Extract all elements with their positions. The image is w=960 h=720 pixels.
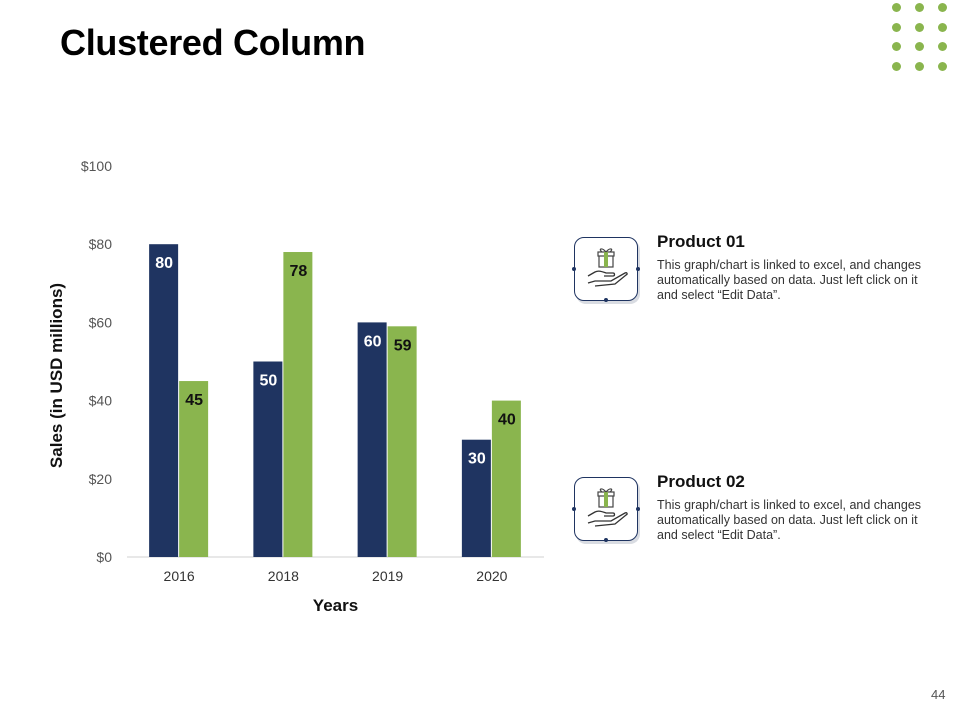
x-tick-label: 2018 <box>268 568 299 584</box>
decorative-dot <box>938 3 947 12</box>
product-title: Product 01 <box>657 232 745 251</box>
bar-product-01 <box>253 361 283 557</box>
decorative-dot <box>915 22 924 32</box>
decorative-dot <box>915 61 924 71</box>
y-tick-label: $100 <box>81 158 112 174</box>
gift-in-hand-icon <box>572 477 640 542</box>
decorative-dot <box>938 22 947 32</box>
data-label: 80 <box>155 255 173 272</box>
data-label: 30 <box>468 451 486 468</box>
data-label: 59 <box>394 337 412 354</box>
y-tick-label: $40 <box>89 393 113 409</box>
bar-product-02 <box>491 400 521 557</box>
x-axis-title: Years <box>313 596 358 615</box>
product-title: Product 02 <box>657 472 745 491</box>
y-tick-label: $20 <box>89 471 113 487</box>
y-tick-label: $60 <box>89 314 113 330</box>
data-label: 78 <box>289 263 307 280</box>
decorative-dot <box>892 3 901 12</box>
x-tick-label: 2020 <box>476 568 507 584</box>
decorative-dot <box>915 3 924 12</box>
gift-in-hand-icon <box>572 237 640 302</box>
x-tick-label: 2016 <box>164 568 195 584</box>
bar-product-01 <box>149 244 179 557</box>
page-number: 44 <box>931 687 946 702</box>
decorative-dot-grid <box>892 3 960 75</box>
bar-product-02 <box>179 381 209 557</box>
data-label: 50 <box>259 373 277 390</box>
bar-product-02 <box>387 326 417 557</box>
decorative-dot <box>892 22 901 32</box>
product-description: This graph/chart is linked to excel, and… <box>657 258 922 302</box>
bar-product-02 <box>283 252 313 557</box>
data-label: 40 <box>498 412 516 429</box>
bar-product-01 <box>357 322 387 557</box>
data-label: 45 <box>185 392 203 409</box>
bar-product-01 <box>461 439 491 557</box>
x-tick-label: 2019 <box>372 568 403 584</box>
decorative-dot <box>938 61 947 71</box>
decorative-dot <box>938 42 947 51</box>
slide-title: Clustered Column <box>60 22 366 63</box>
product-description: This graph/chart is linked to excel, and… <box>657 498 922 542</box>
decorative-dot <box>892 61 901 71</box>
decorative-dot <box>915 42 924 51</box>
y-tick-label: $80 <box>89 236 113 252</box>
y-axis-title: Sales (in USD millions) <box>47 283 66 468</box>
decorative-dot <box>892 42 901 51</box>
data-label: 60 <box>364 333 382 350</box>
y-tick-label: $0 <box>96 549 112 565</box>
